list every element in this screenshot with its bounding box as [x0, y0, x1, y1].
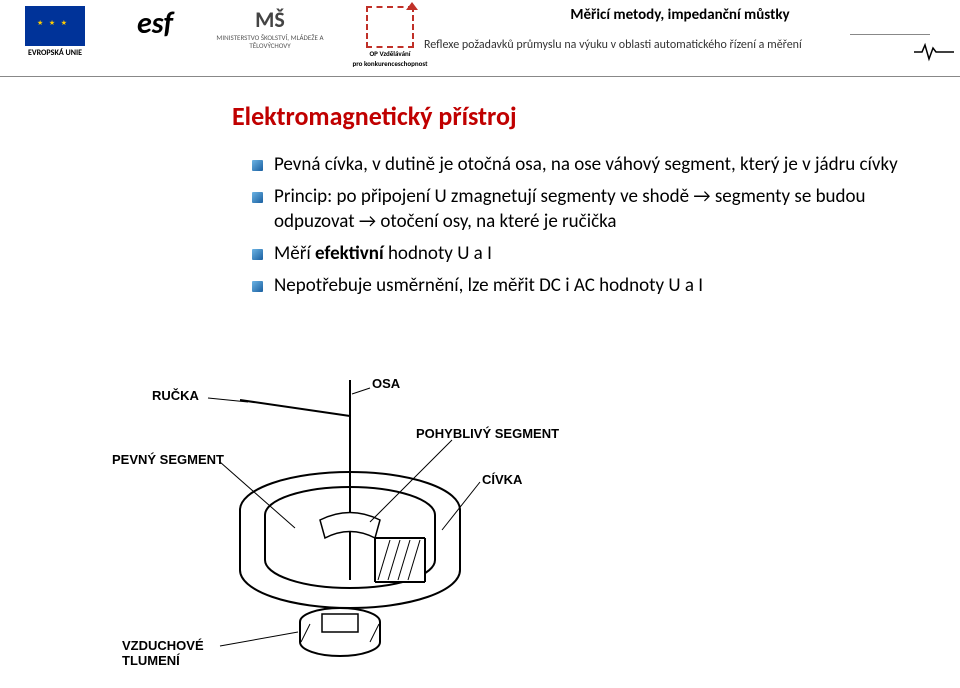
- esf-logo: esf: [110, 6, 200, 36]
- doc-title: Měřicí metody, impedanční můstky: [420, 6, 940, 24]
- label-osa: OSA: [372, 376, 400, 391]
- label-pevny: PEVNÝ SEGMENT: [112, 452, 224, 467]
- ekg-icon: [914, 42, 954, 62]
- op-box-icon: [366, 6, 414, 48]
- content-region: Elektromagnetický přístroj Pevná cívka, …: [232, 100, 912, 304]
- bullet-item: Pevná cívka, v dutině je otočná osa, na …: [252, 152, 912, 178]
- label-civka: CÍVKA: [482, 472, 522, 487]
- msmt-sub: MINISTERSTVO ŠKOLSTVÍ, MLÁDEŽE A TĚLOVÝC…: [210, 34, 330, 49]
- esf-text: esf: [137, 12, 173, 36]
- instrument-diagram: RUČKA OSA PEVNÝ SEGMENT POHYBLIVÝ SEGMEN…: [120, 370, 580, 670]
- label-tlumeni: VZDUCHOVÉ TLUMENÍ: [122, 638, 204, 668]
- page-heading: Elektromagnetický přístroj: [232, 100, 912, 132]
- msmt-top: MŠ: [255, 6, 285, 33]
- doc-subtitle: Reflexe požadavků průmyslu na výuku v ob…: [420, 38, 940, 52]
- op-text-1: OP Vzdělávání: [369, 50, 410, 58]
- eu-logo: EVROPSKÁ UNIE: [10, 6, 100, 70]
- eu-label: EVROPSKÁ UNIE: [28, 48, 82, 58]
- bullet-item: Nepotřebuje usměrnění, lze měřit DC i AC…: [252, 273, 912, 299]
- logo-row: EVROPSKÁ UNIE esf MŠ MINISTERSTVO ŠKOLST…: [10, 6, 440, 70]
- op-text-2: pro konkurenceschopnost: [352, 60, 427, 68]
- page-divider: [0, 76, 960, 77]
- label-pohyblivy: POHYBLIVÝ SEGMENT: [416, 426, 559, 441]
- diagram-svg: [120, 370, 580, 670]
- bullet-list: Pevná cívka, v dutině je otočná osa, na …: [232, 152, 912, 298]
- eu-flag-icon: [25, 6, 85, 46]
- bullet-item: Princip: po připojení U zmagnetují segme…: [252, 184, 912, 235]
- msmt-logo: MŠ MINISTERSTVO ŠKOLSTVÍ, MLÁDEŽE A TĚLO…: [210, 6, 330, 49]
- header-divider: [850, 34, 930, 35]
- header-right: Měřicí metody, impedanční můstky Reflexe…: [420, 6, 940, 52]
- bullet-item: Měří efektivní hodnoty U a I: [252, 241, 912, 267]
- label-rucka: RUČKA: [152, 388, 199, 403]
